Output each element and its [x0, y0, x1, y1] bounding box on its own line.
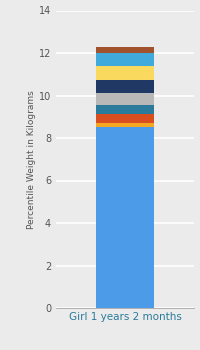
- Bar: [96, 105, 154, 113]
- Y-axis label: Percentile Weight in Kilograms: Percentile Weight in Kilograms: [27, 90, 36, 229]
- Bar: [96, 79, 154, 93]
- Bar: [96, 93, 154, 105]
- Bar: [96, 127, 154, 308]
- Bar: [96, 66, 154, 79]
- Bar: [96, 123, 154, 127]
- Bar: [96, 113, 154, 123]
- Bar: [96, 47, 154, 53]
- Bar: [96, 53, 154, 66]
